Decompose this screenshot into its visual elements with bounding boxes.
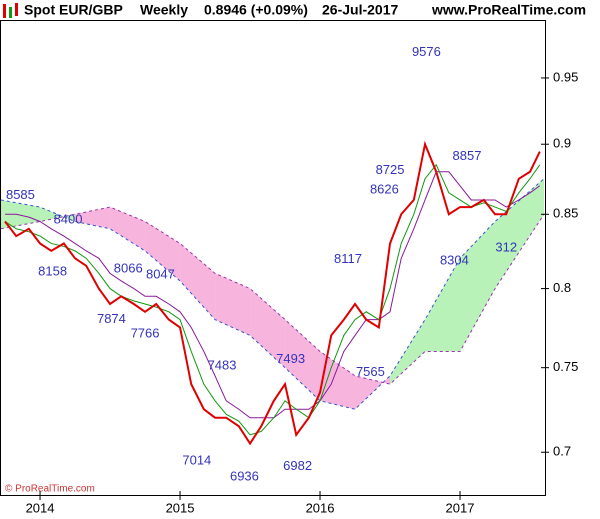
y-tick-label: 0.85: [553, 206, 578, 221]
cloud-segment: [390, 319, 426, 385]
annotation: 8117: [334, 251, 362, 266]
series-line: [4, 140, 541, 446]
annotation: 8725: [376, 162, 405, 177]
annotation: 8585: [6, 187, 35, 202]
y-tick-label: 0.9: [553, 136, 571, 151]
header: Spot EUR/GBP Weekly 0.8946 (+0.09%) 26-J…: [3, 2, 586, 18]
cloud-segment: [460, 221, 496, 352]
cloud-segment: [285, 319, 321, 401]
x-tick-label: 2017: [446, 500, 475, 515]
cloud-segment: [180, 243, 216, 320]
annotation: 8857: [453, 148, 482, 163]
icon: [15, 3, 18, 16]
annotation: 7565: [356, 364, 385, 379]
cloud-segment: [0, 199, 41, 229]
icon: [9, 7, 12, 18]
source: www.ProRealTime.com: [431, 2, 586, 18]
icon: [3, 4, 6, 18]
cloud-segment: [425, 258, 461, 352]
date: 26-Jul-2017: [322, 2, 398, 18]
cloud-segment: [495, 178, 545, 289]
footer: © ProRealTime.com: [5, 484, 95, 495]
plot-border: [0, 20, 546, 496]
cloud-segment: [40, 207, 76, 222]
y-tick-label: 0.7: [553, 444, 571, 459]
y-tick-label: 0.8: [553, 280, 571, 295]
annotation: 8047: [146, 266, 175, 281]
y-tick-label: 0.95: [553, 69, 578, 84]
cloud-segment: [215, 273, 251, 336]
period: Weekly: [140, 2, 188, 18]
annotation: 7493: [276, 351, 305, 366]
annotation: 8066: [114, 260, 143, 275]
annotation: 7483: [208, 357, 237, 372]
cloud-edge: [0, 206, 545, 385]
annotation: 8626: [370, 181, 399, 196]
x-tick-label: 2014: [26, 500, 55, 515]
cloud-segment: [145, 221, 181, 281]
annotation: 312: [495, 239, 517, 254]
y-tick-label: 0.75: [553, 359, 578, 374]
cloud-segment: [355, 375, 391, 410]
annotation: 6982: [283, 458, 312, 473]
x-tick-label: 2016: [306, 500, 335, 515]
annotation: 7014: [182, 452, 211, 467]
annotation: 7766: [131, 325, 160, 340]
cloud-segment: [320, 351, 356, 410]
last-price: 0.8946 (+0.09%): [204, 2, 308, 18]
annotation: 8158: [38, 263, 67, 278]
annotation: 8304: [440, 253, 469, 268]
cloud-segment: [250, 288, 286, 368]
x-tick-label: 2015: [166, 500, 195, 515]
annotation: 7874: [97, 311, 126, 326]
series-line: [4, 163, 541, 436]
plot: 8585 8400 8158 8066 8047 7874 7766 7483 7493 7565…: [0, 44, 545, 483]
chart-title: Spot EUR/GBP: [24, 2, 123, 18]
annotation: 8400: [54, 211, 83, 226]
annotation: 9576: [412, 44, 441, 59]
annotation: 6936: [230, 468, 259, 483]
